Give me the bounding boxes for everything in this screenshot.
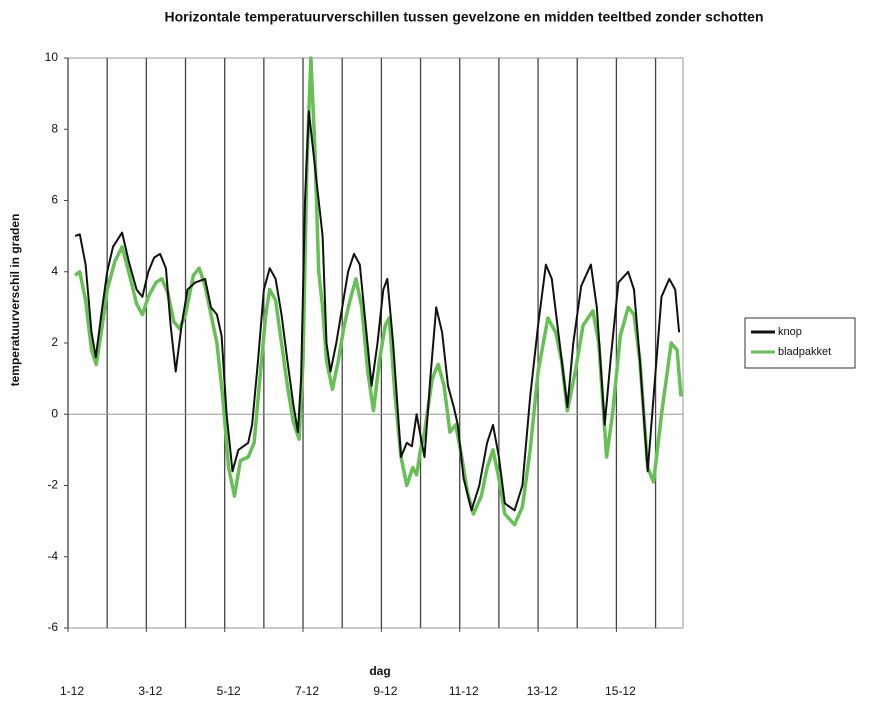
series-line	[74, 56, 683, 527]
y-tick-label: 8	[51, 121, 58, 135]
y-tick-label: 4	[51, 264, 58, 278]
y-tick-label: 10	[45, 50, 59, 64]
x-tick-label: 9-12	[373, 684, 397, 698]
x-axis-title: dag	[369, 664, 390, 678]
x-tick-label: 13-12	[527, 684, 558, 698]
series-line	[74, 110, 681, 512]
chart-title: Horizontale temperatuurverschillen tusse…	[164, 9, 763, 25]
y-tick-label: 2	[51, 335, 58, 349]
x-tick-label: 15-12	[605, 684, 636, 698]
x-tick-label: 3-12	[138, 684, 162, 698]
y-axis-title: temperatuurverschil in graden	[8, 214, 22, 387]
x-tick-label: 1-12	[60, 684, 84, 698]
x-tick-label: 7-12	[295, 684, 319, 698]
legend-box	[744, 317, 856, 369]
x-tick-label: 5-12	[217, 684, 241, 698]
y-tick-label: 0	[51, 406, 58, 420]
y-tick-label: -6	[47, 620, 58, 634]
plot-area	[67, 57, 684, 629]
y-tick-label: -2	[47, 478, 58, 492]
x-tick-label: 11-12	[449, 684, 479, 698]
y-tick-label: 6	[51, 193, 58, 207]
y-tick-label: -4	[47, 549, 58, 563]
legend-label: knop	[778, 326, 802, 338]
legend-label: bladpakket	[778, 346, 831, 358]
